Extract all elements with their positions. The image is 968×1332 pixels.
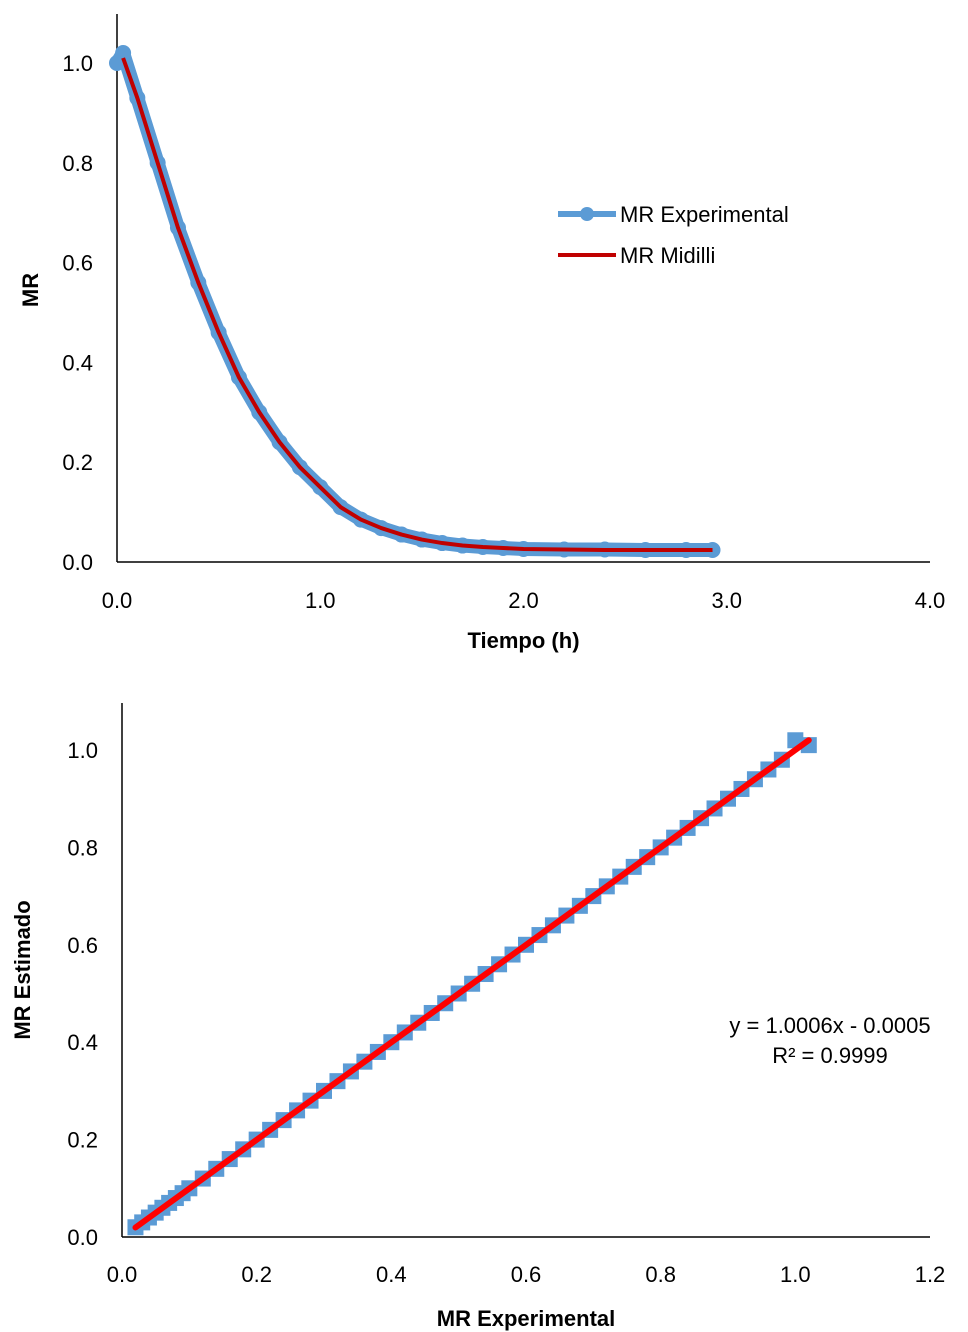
x-tick-label: 2.0 [508,588,539,613]
linear-trendline [132,737,812,1231]
legend-label-mr-midilli: MR Midilli [620,243,715,268]
drying-curve-chart: 0.0 0.2 0.4 0.6 0.8 1.0 0.0 1.0 2.0 3.0 4.0 Tiempo … [18,14,945,653]
legend-marker-mr-experimental [580,207,594,221]
y-tick-label: 0.4 [67,1030,98,1055]
x-tick-label: 1.2 [915,1262,946,1287]
trendline-equation: y = 1.0006x - 0.0005 [729,1013,930,1038]
y-tick-label: 0.2 [67,1128,98,1153]
y-tick-label: 0.8 [62,151,93,176]
x-tick-label: 1.0 [780,1262,811,1287]
y-tick-label: 0.0 [67,1225,98,1250]
x-tick-label: 0.0 [107,1262,138,1287]
x-tick-label: 3.0 [711,588,742,613]
x-tick-label: 0.2 [241,1262,272,1287]
legend-label-mr-experimental: MR Experimental [620,202,789,227]
x-tick-label: 1.0 [305,588,336,613]
y-axis-title: MR Estimado [10,900,35,1039]
x-tick-label: 4.0 [915,588,946,613]
x-tick-label: 0.0 [102,588,133,613]
y-tick-label: 0.2 [62,450,93,475]
x-tick-label: 0.8 [645,1262,676,1287]
y-tick-label: 0.8 [67,835,98,860]
x-axis-title: MR Experimental [437,1306,616,1331]
data-point-mr-experimental [115,45,132,62]
y-tick-label: 1.0 [62,51,93,76]
y-tick-label: 1.0 [67,738,98,763]
y-tick-label: 0.0 [62,550,93,575]
y-tick-label: 0.4 [62,350,93,375]
x-axis-title: Tiempo (h) [467,628,579,653]
y-axis-title: MR [18,273,43,307]
r-squared-value: R² = 0.9999 [772,1043,888,1068]
y-tick-label: 0.6 [67,933,98,958]
x-tick-label: 0.6 [511,1262,542,1287]
series-line-mr-midilli [121,57,713,553]
parity-plot-chart: 0.0 0.2 0.4 0.6 0.8 1.0 0.0 0.2 0.4 0.6 0.8 1.0 1.2 M… [10,703,945,1331]
x-tick-label: 0.4 [376,1262,407,1287]
y-tick-label: 0.6 [62,251,93,276]
